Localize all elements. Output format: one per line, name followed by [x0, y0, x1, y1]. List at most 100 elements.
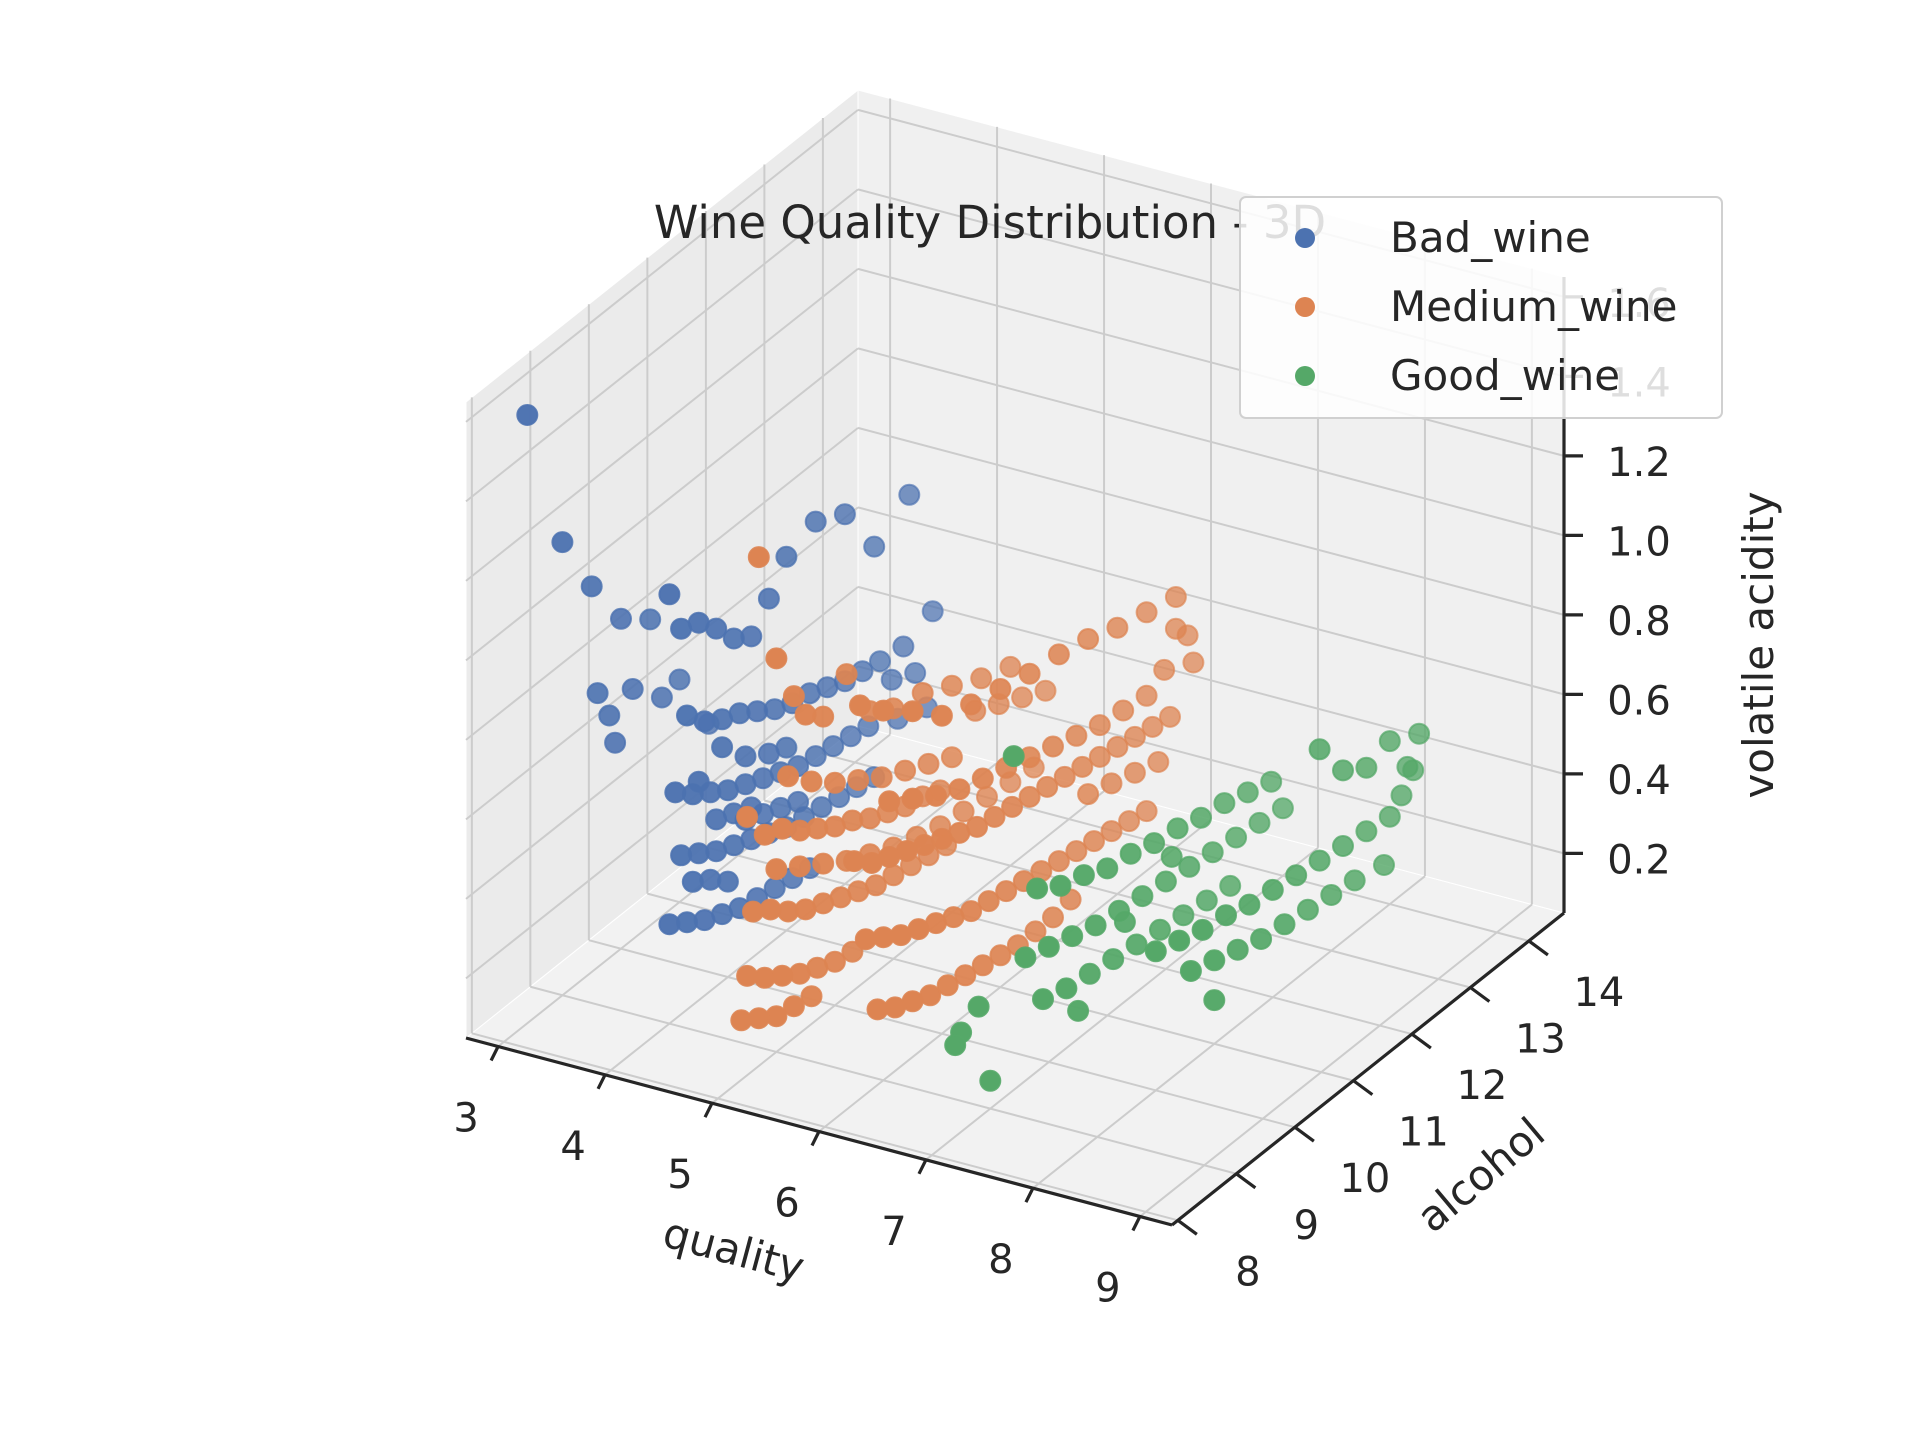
data-point-medium-wine: [1083, 830, 1105, 853]
data-point-good-wine: [1373, 854, 1395, 876]
x-tick-label: 8: [988, 1237, 1013, 1283]
data-point-good-wine: [1378, 730, 1401, 753]
data-point-medium-wine: [1118, 810, 1141, 833]
data-point-good-wine: [1296, 898, 1319, 921]
legend-frame: [1239, 196, 1723, 419]
x-tick-mark: [917, 1159, 928, 1175]
data-point-medium-wine: [1135, 684, 1158, 707]
data-point-good-wine: [1343, 869, 1366, 892]
x-tick-mark: [489, 1045, 500, 1062]
data-point-good-wine: [1248, 811, 1271, 834]
y-tick-label: 10: [1339, 1156, 1390, 1202]
data-point-good-wine: [1332, 759, 1354, 782]
data-point-medium-wine: [1071, 755, 1094, 778]
data-point-bad-wine: [516, 404, 539, 426]
y-tick-label: 9: [1294, 1203, 1319, 1249]
data-point-good-wine: [1049, 874, 1072, 897]
data-point-good-wine: [1179, 960, 1202, 982]
y-tick-mark: [1176, 1219, 1198, 1236]
data-point-medium-wine: [753, 823, 776, 846]
data-point-medium-wine: [1106, 616, 1129, 639]
data-point-good-wine: [1332, 835, 1354, 857]
data-point-good-wine: [1285, 864, 1308, 887]
data-point-medium-wine: [1053, 765, 1076, 788]
data-point-medium-wine: [847, 769, 870, 791]
data-point-medium-wine: [854, 928, 877, 951]
data-point-bad-wine: [722, 627, 745, 650]
data-point-medium-wine: [849, 694, 871, 717]
data-point-good-wine: [1154, 870, 1177, 893]
data-point-good-wine: [1143, 832, 1166, 855]
data-point-medium-wine: [1065, 840, 1088, 863]
data-point-bad-wine: [639, 608, 662, 631]
y-tick-label: 12: [1456, 1063, 1507, 1109]
data-point-medium-wine: [1159, 705, 1181, 728]
data-point-medium-wine: [736, 964, 759, 987]
z-tick-label: 1.2: [1607, 440, 1671, 486]
data-point-good-wine: [1078, 962, 1101, 985]
data-point-medium-wine: [872, 699, 895, 722]
data-point-bad-wine: [734, 745, 757, 768]
data-point-good-wine: [1308, 849, 1331, 872]
data-point-medium-wine: [1135, 800, 1158, 823]
data-point-good-wine: [1378, 805, 1401, 828]
data-point-good-wine: [1195, 889, 1218, 912]
data-point-bad-wine: [610, 607, 632, 630]
x-tick-mark: [1131, 1215, 1142, 1232]
data-point-medium-wine: [812, 852, 835, 875]
data-point-medium-wine: [1164, 617, 1187, 640]
data-point-good-wine: [1191, 918, 1214, 941]
data-point-good-wine: [1408, 722, 1431, 745]
data-point-bad-wine: [621, 678, 644, 700]
chart-title: Wine Quality Distribution - 3D: [654, 196, 1326, 249]
data-point-bad-wine: [670, 617, 693, 640]
data-point-good-wine: [1072, 864, 1095, 887]
data-point-medium-wine: [1011, 686, 1034, 709]
data-point-medium-wine: [989, 944, 1012, 967]
data-point-medium-wine: [1036, 775, 1059, 798]
data-point-medium-wine: [983, 805, 1006, 828]
data-point-good-wine: [1144, 940, 1167, 963]
data-point-medium-wine: [989, 678, 1012, 700]
y-tick-label: 8: [1235, 1249, 1260, 1295]
data-point-bad-wine: [775, 545, 798, 568]
data-point-good-wine: [1225, 826, 1248, 849]
data-point-medium-wine: [823, 771, 846, 794]
data-point-good-wine: [1238, 893, 1261, 916]
data-point-medium-wine: [1047, 850, 1070, 873]
data-point-good-wine: [1236, 781, 1259, 804]
z-tick-label: 0.6: [1607, 678, 1671, 724]
data-point-good-wine: [1261, 878, 1284, 901]
data-point-good-wine: [1355, 820, 1378, 843]
data-point-medium-wine: [901, 700, 924, 723]
data-point-medium-wine: [765, 647, 788, 670]
data-point-medium-wine: [1042, 735, 1064, 758]
x-tick-label: 3: [453, 1096, 478, 1142]
data-point-good-wine: [1102, 948, 1125, 971]
legend-marker-bad-wine: [1295, 228, 1315, 248]
y-tick-mark: [1469, 986, 1491, 1003]
data-point-medium-wine: [1077, 783, 1100, 806]
data-point-bad-wine: [810, 796, 833, 819]
y-tick-mark: [1293, 1125, 1315, 1143]
data-point-bad-wine: [833, 503, 856, 526]
data-point-medium-wine: [800, 985, 823, 1008]
data-point-good-wine: [1172, 904, 1195, 927]
legend: Bad_wine Medium_wine Good_wine: [1239, 196, 1723, 419]
data-point-medium-wine: [970, 667, 993, 690]
data-point-medium-wine: [976, 785, 998, 808]
data-point-medium-wine: [960, 693, 983, 716]
data-point-medium-wine: [782, 685, 805, 708]
data-point-bad-wine: [681, 870, 704, 893]
data-point-good-wine: [1219, 874, 1242, 897]
grid-line-z: [857, 506, 1565, 696]
data-point-bad-wine: [863, 535, 886, 558]
legend-label-good-wine: Good_wine: [1390, 351, 1620, 400]
data-point-good-wine: [1037, 935, 1060, 958]
data-point-bad-wine: [705, 808, 728, 831]
z-axis-label: volatile acidity: [1734, 491, 1783, 798]
data-point-bad-wine: [650, 686, 673, 709]
y-tick-mark: [1410, 1032, 1432, 1050]
data-point-medium-wine: [870, 766, 893, 789]
data-point-bad-wine: [839, 725, 862, 748]
